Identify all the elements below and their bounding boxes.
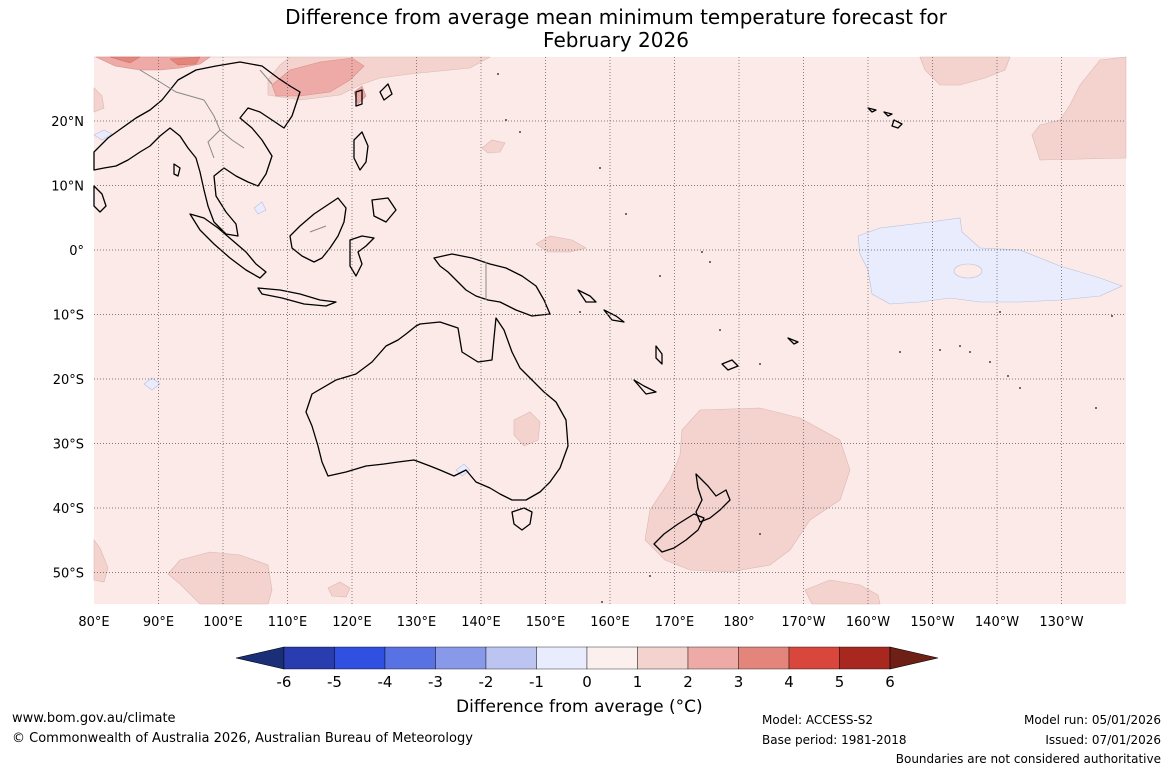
colorbar-tick-label: -4 bbox=[378, 673, 393, 691]
longitude-labels: 80°E 90°E 100°E 110°E 120°E 130°E 140°E 150°E 16… bbox=[78, 615, 1083, 630]
colorbar-tick-label: -1 bbox=[529, 673, 544, 691]
colorbar-bin bbox=[738, 646, 790, 670]
lon-tick-label: 160°W bbox=[846, 615, 890, 630]
lat-tick-label: 20°N bbox=[51, 115, 84, 130]
colorbar-bin bbox=[788, 646, 840, 670]
colorbar-tick-label: 6 bbox=[885, 673, 895, 691]
warm-patch-pacific bbox=[953, 263, 983, 279]
colorbar-bin bbox=[637, 646, 689, 670]
colorbar-bin bbox=[687, 646, 739, 670]
colorbar-tick-label: 2 bbox=[683, 673, 693, 691]
lon-tick-label: 80°E bbox=[78, 615, 109, 630]
colorbar-extend-low bbox=[235, 646, 285, 670]
lon-tick-label: 110°E bbox=[268, 615, 308, 630]
colorbar-bin bbox=[384, 646, 436, 670]
lat-tick-label: 0° bbox=[69, 244, 84, 259]
colorbar-tick-label: 5 bbox=[835, 673, 845, 691]
country-borders bbox=[139, 69, 487, 300]
lon-tick-label: 90°E bbox=[143, 615, 174, 630]
lon-tick-label: 140°E bbox=[461, 615, 501, 630]
map-title-line1: Difference from average mean minimum tem… bbox=[285, 5, 947, 29]
lat-tick-label: 30°S bbox=[53, 438, 84, 453]
colorbar-label: Difference from average (°C) bbox=[456, 697, 703, 717]
footer-model-run: Model run: 05/01/2026 bbox=[1023, 713, 1161, 727]
colorbar-tick-label: 0 bbox=[582, 673, 592, 691]
lon-tick-label: 170°E bbox=[655, 615, 695, 630]
footer-copyright: © Commonwealth of Australia 2026, Austra… bbox=[12, 731, 473, 746]
lon-tick-label: 130°W bbox=[1039, 615, 1083, 630]
latitude-labels: 20°N 10°N 0° 10°S 20°S 30°S 40°S 50°S bbox=[51, 115, 84, 582]
lat-tick-label: 40°S bbox=[53, 502, 84, 517]
lon-tick-label: 180° bbox=[723, 615, 754, 630]
lon-tick-label: 100°E bbox=[203, 615, 243, 630]
footer-base-period: Base period: 1981-2018 bbox=[762, 733, 907, 747]
colorbar-bin bbox=[435, 646, 487, 670]
lat-tick-label: 50°S bbox=[53, 567, 84, 582]
lon-tick-label: 150°W bbox=[910, 615, 954, 630]
colorbar-bin bbox=[283, 646, 335, 670]
colorbar-tick-label: -3 bbox=[428, 673, 443, 691]
footer-issued: Issued: 07/01/2026 bbox=[1045, 733, 1161, 747]
colorbar: -6 -5 -4 -3 -2 -1 0 1 2 3 4 5 6 bbox=[235, 646, 939, 691]
colorbar-bin bbox=[536, 646, 588, 670]
lon-tick-label: 120°E bbox=[332, 615, 372, 630]
colorbar-bin bbox=[839, 646, 891, 670]
colorbar-extend-high bbox=[889, 646, 939, 670]
lon-tick-label: 170°W bbox=[781, 615, 825, 630]
lat-tick-label: 10°N bbox=[51, 180, 84, 195]
anomaly-regions-3-4 bbox=[109, 56, 201, 66]
colorbar-bin bbox=[334, 646, 386, 670]
lon-tick-label: 130°E bbox=[397, 615, 437, 630]
colorbar-tick-label: 3 bbox=[734, 673, 744, 691]
island-dots bbox=[497, 73, 1113, 603]
colorbar-bin bbox=[485, 646, 537, 670]
footer-model: Model: ACCESS-S2 bbox=[762, 713, 874, 727]
map-title-line2: February 2026 bbox=[543, 28, 689, 52]
coastlines bbox=[93, 61, 903, 553]
lat-tick-label: 10°S bbox=[53, 309, 84, 324]
colorbar-tick-label: 1 bbox=[633, 673, 643, 691]
colorbar-tick-label: -5 bbox=[327, 673, 342, 691]
lon-tick-label: 150°E bbox=[526, 615, 566, 630]
lon-tick-label: 160°E bbox=[590, 615, 630, 630]
lat-tick-label: 20°S bbox=[53, 373, 84, 388]
footer-url[interactable]: www.bom.gov.au/climate bbox=[12, 711, 176, 726]
colorbar-tick-label: -6 bbox=[277, 673, 292, 691]
colorbar-bin bbox=[586, 646, 638, 670]
colorbar-tick-label: -2 bbox=[479, 673, 494, 691]
lon-tick-label: 140°W bbox=[975, 615, 1019, 630]
colorbar-tick-label: 4 bbox=[784, 673, 794, 691]
graticule bbox=[94, 57, 1126, 604]
footer-disclaimer: Boundaries are not considered authoritat… bbox=[895, 752, 1161, 766]
